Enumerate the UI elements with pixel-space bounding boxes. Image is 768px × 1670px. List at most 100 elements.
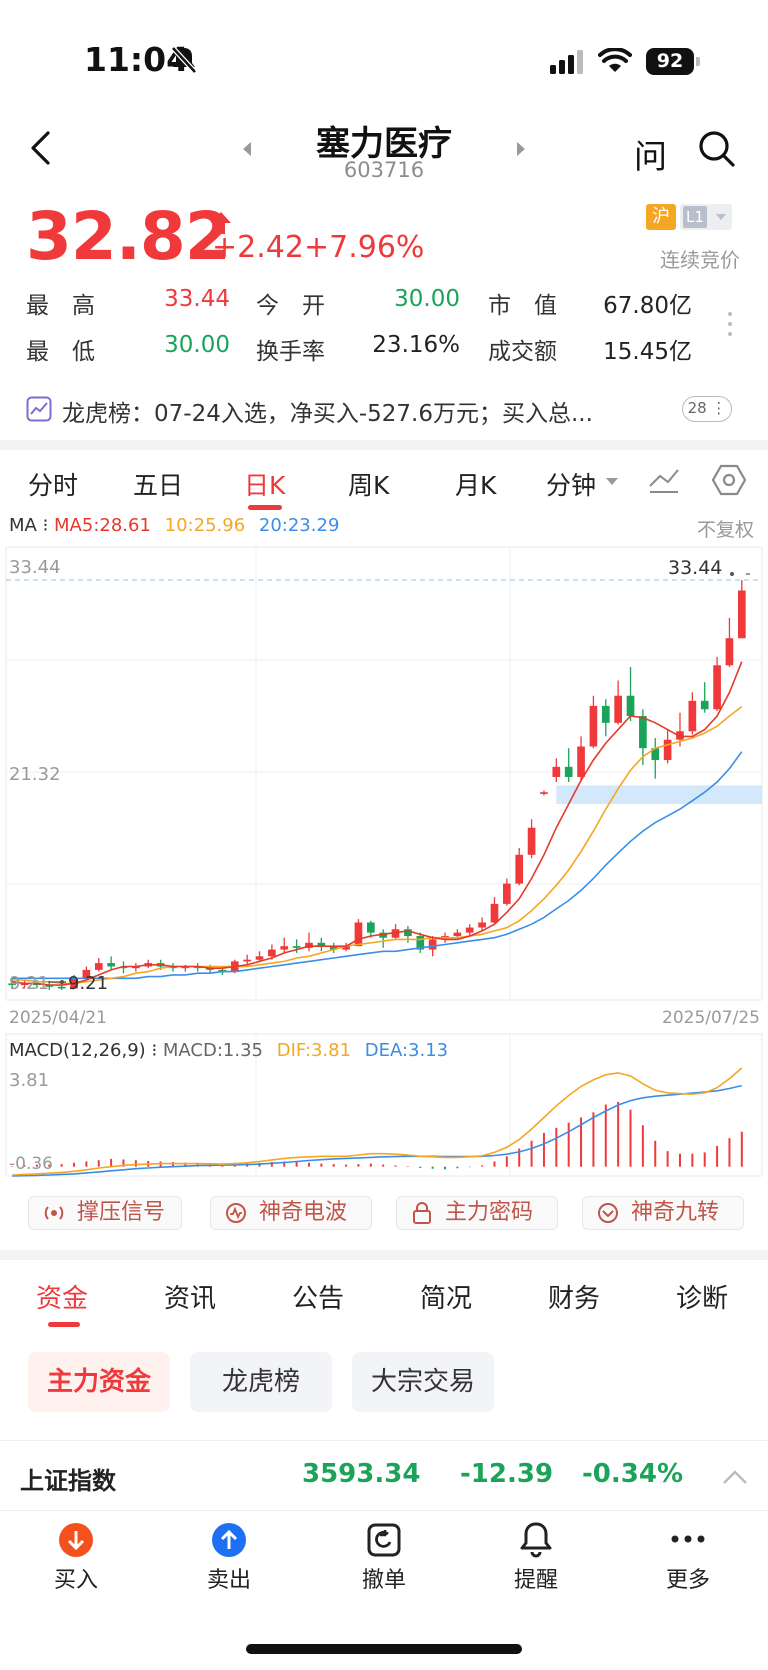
signal-label: 主力密码 [445,1200,534,1225]
tab-five-day[interactable]: 五日 [133,471,184,500]
kline-chart[interactable] [0,0,768,1200]
candle-body [107,963,115,967]
kline-grid [5,546,763,1001]
level-badge: L1 [683,206,707,228]
candle-body [614,695,622,723]
y-axis-mid-label: 21.32 [9,764,61,785]
tab-funds[interactable]: 资金 [36,1284,89,1314]
ask-button[interactable]: 问 [634,137,667,176]
candle-body [366,922,375,933]
magic-nine-button[interactable]: 神奇九转 [582,1196,744,1230]
chevron-up-icon[interactable] [722,1469,748,1485]
candle-body [342,946,350,950]
pill-dragon-tiger[interactable]: 龙虎榜 [190,1352,332,1412]
index-row[interactable]: 上证指数 3593.34 -12.39 -0.34% [0,1440,768,1510]
index-pct: -0.34% [582,1459,683,1489]
tab-minute[interactable]: 分钟 [546,471,597,500]
dragon-tiger-banner[interactable]: 龙虎榜：07-24入选，净买入-527.6万元；买入总... [62,401,593,427]
banner-count-badge[interactable]: 28 ⋮ [682,396,732,422]
signal-icon [550,50,583,74]
end-date-label: 2025/07/25 [662,1008,760,1028]
candle-body [82,969,91,979]
dif-value: DIF:3.81 [276,1040,352,1061]
indicator-settings-icon[interactable] [648,466,680,494]
macd-menu-icon[interactable]: ⁝ [151,1040,163,1061]
cancel-order-label[interactable]: 撤单 [361,1568,406,1593]
candle-body [478,922,486,928]
macd-title: MACD(12,26,9) [9,1040,146,1061]
tab-intraday[interactable]: 分时 [28,471,79,500]
search-icon[interactable] [698,130,736,168]
price-change-pct: +7.96% [304,230,425,265]
candle-body [404,929,412,937]
candle-body [515,854,524,884]
ma-menu-icon[interactable]: ⁝ [42,515,55,536]
candle-body [490,903,499,923]
wave-icon [226,1203,246,1223]
lock-icon [413,1202,431,1224]
current-price: 32.82 [26,198,231,275]
stock-code: 603716 [343,158,425,182]
candle-body [292,946,301,948]
alert-label[interactable]: 提醒 [513,1568,558,1593]
candle-body [305,942,313,948]
tab-announcements[interactable]: 公告 [292,1284,345,1314]
candle-body [218,969,227,972]
candle-body [280,946,289,950]
pill-block-trade[interactable]: 大宗交易 [352,1352,494,1412]
candle-body [354,922,363,947]
main-force-code-button[interactable]: 主力密码 [396,1196,558,1230]
action-bar-divider [0,1510,768,1511]
tab-news[interactable]: 资讯 [164,1284,217,1314]
chevron-down-icon [716,214,726,220]
tab-financials[interactable]: 财务 [548,1284,601,1314]
price-change: +2.42 [212,230,304,265]
sell-icon[interactable] [211,1522,247,1558]
candle-body [329,946,338,950]
tab-weekly-k[interactable]: 周K [348,471,390,500]
gear-icon[interactable] [712,464,746,496]
ma10-value: 10:25.96 [164,515,246,536]
minute-dropdown-icon[interactable] [606,478,618,486]
next-stock-icon[interactable] [516,142,526,156]
cancel-order-icon[interactable] [366,1522,402,1558]
banner-count: 28 [687,399,707,417]
battery-cap [696,57,700,66]
low-label: 最 低 [26,339,95,365]
buy-label[interactable]: 买入 [53,1568,98,1593]
amount-value: 15.45亿 [603,339,692,365]
candle-body [428,939,437,950]
candle-body [713,665,721,710]
turnover-value: 23.16% [372,332,460,358]
tab-daily-k[interactable]: 日K [244,471,286,500]
candle-body [8,983,17,986]
candle-body [540,792,548,794]
candle-body [132,966,140,969]
adjust-toggle[interactable]: 不复权 [696,519,754,541]
buy-icon[interactable] [58,1522,94,1558]
status-time: 11:04 [84,40,190,79]
mcap-label: 市 值 [488,293,557,319]
magic-wave-button[interactable]: 神奇电波 [210,1196,372,1230]
pill-main-funds[interactable]: 主力资金 [28,1352,170,1412]
bell-icon[interactable] [518,1520,554,1558]
candle-body [453,932,462,937]
tab-monthly-k[interactable]: 月K [455,471,497,500]
more-label[interactable]: 更多 [665,1568,710,1593]
prev-stock-icon[interactable] [242,142,252,156]
sell-label[interactable]: 卖出 [206,1568,251,1593]
back-icon[interactable] [28,130,54,166]
candle-body [317,942,326,947]
more-vertical-icon[interactable] [726,310,734,338]
signal-label: 神奇电波 [259,1200,348,1225]
candle-body [94,963,103,970]
open-value: 30.00 [394,286,460,312]
support-resistance-button[interactable]: 撑压信号 [28,1196,182,1230]
level-badge-bg[interactable]: L1 [680,204,732,230]
up-arrow-icon [211,212,231,234]
tab-diagnosis[interactable]: 诊断 [676,1284,729,1314]
tab-profile[interactable]: 简况 [420,1284,473,1314]
turnover-label: 换手率 [256,339,325,365]
more-horizontal-icon[interactable] [670,1532,706,1546]
candle-body [626,695,635,717]
